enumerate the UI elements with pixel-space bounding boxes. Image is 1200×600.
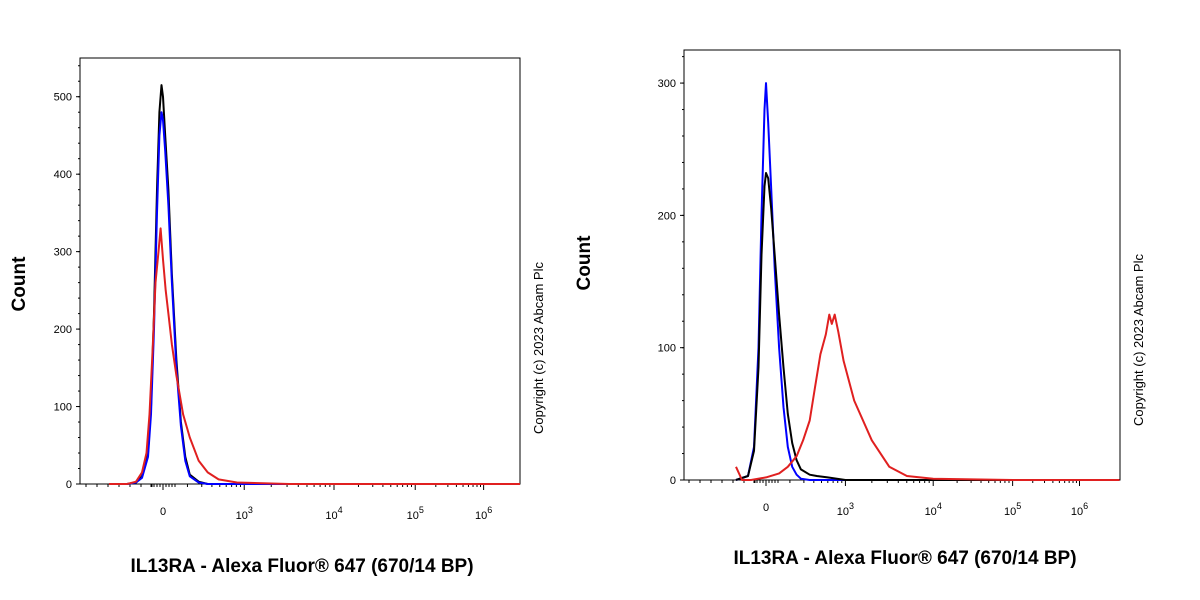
x-tick-label: 103 <box>236 505 253 522</box>
y-tick-label: 200 <box>658 210 676 222</box>
y-tick-label: 500 <box>54 92 72 104</box>
y-tick-label: 300 <box>54 247 72 259</box>
right-copyright: Copyright (c) 2023 Abcam Plc <box>1131 254 1146 426</box>
y-tick-label: 0 <box>670 475 676 487</box>
y-tick-label: 300 <box>658 78 676 90</box>
left-plot-frame <box>79 57 521 485</box>
right-curves <box>735 82 1120 481</box>
right-plot-frame <box>683 49 1121 481</box>
x-tick-label: 104 <box>925 501 942 518</box>
right-histogram-panel: 0 100 200 300 0 103 104 105 106 Count IL13RA - … <box>574 49 1146 569</box>
x-tick-label: 105 <box>1004 501 1021 518</box>
left-x-axis: 0 103 104 105 106 <box>85 484 492 522</box>
right-x-axis-title: IL13RA - Alexa Fluor® 647 (670/14 BP) <box>733 548 1076 569</box>
right-x-axis: 0 103 104 105 106 <box>688 480 1088 518</box>
y-tick-label: 100 <box>658 343 676 355</box>
x-tick-label: 104 <box>325 505 342 522</box>
left-x-axis-title: IL13RA - Alexa Fluor® 647 (670/14 BP) <box>130 556 473 577</box>
left-curves <box>109 84 520 485</box>
left-copyright: Copyright (c) 2023 Abcam Plc <box>531 262 546 434</box>
left-y-axis: 0 100 200 300 400 500 <box>54 65 80 491</box>
x-tick-label: 0 <box>763 502 769 514</box>
y-tick-label: 200 <box>54 324 72 336</box>
x-tick-label: 106 <box>1071 501 1088 518</box>
left-histogram-panel: 0 100 200 300 400 500 0 103 104 105 106 Count IL1… <box>9 57 546 577</box>
series-black-line <box>735 172 1120 481</box>
x-tick-label: 0 <box>160 506 166 518</box>
x-tick-label: 106 <box>475 505 492 522</box>
series-blue-line <box>109 111 520 485</box>
y-tick-label: 400 <box>54 169 72 181</box>
x-tick-label: 103 <box>837 501 854 518</box>
series-red-line <box>735 313 1120 481</box>
y-tick-label: 0 <box>66 479 72 491</box>
series-black-line <box>109 84 520 485</box>
right-y-axis: 0 100 200 300 <box>658 56 684 487</box>
y-tick-label: 100 <box>54 402 72 414</box>
series-red-line <box>109 227 520 485</box>
x-tick-label: 105 <box>407 505 424 522</box>
left-y-axis-title: Count <box>9 256 30 312</box>
right-y-axis-title: Count <box>574 235 595 291</box>
series-blue-line <box>735 82 1120 481</box>
